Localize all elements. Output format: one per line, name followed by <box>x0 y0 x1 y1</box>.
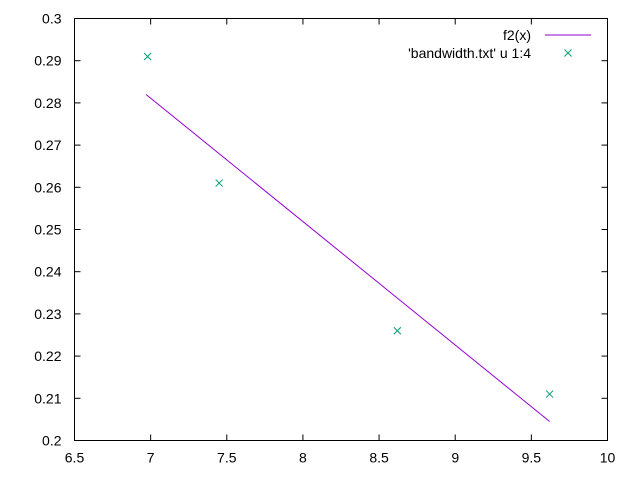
legend-marker-swatch <box>564 49 572 57</box>
plot-frame <box>74 18 608 441</box>
data-point <box>143 52 152 61</box>
legend: f2(x) 'bandwidth.txt' u 1:4 <box>408 27 591 61</box>
x-tick-label: 10 <box>600 450 616 466</box>
legend-label: 'bandwidth.txt' u 1:4 <box>408 45 531 61</box>
marker-stroke <box>215 179 224 187</box>
marker-stroke <box>143 52 152 61</box>
x-tick-label: 9 <box>451 450 459 466</box>
y-tick-label: 0.2 <box>42 433 62 449</box>
x-tick-label: 9.5 <box>522 450 542 466</box>
x-tick-labels: 6.5 7 7.5 8 8.5 9 9.5 10 <box>65 450 616 466</box>
x-tick-label: 8.5 <box>369 450 389 466</box>
y-tick-labels: 0.2 0.21 0.22 0.23 0.24 0.25 0.26 0.27 0.28 0.29 0… <box>34 11 61 449</box>
y-tick-label: 0.22 <box>34 348 61 364</box>
y-tick-label: 0.24 <box>34 264 61 280</box>
data-point <box>545 390 554 398</box>
y-tick-label: 0.26 <box>34 179 61 195</box>
y-tick-label: 0.3 <box>42 11 62 27</box>
x-tick-label: 7.5 <box>217 450 237 466</box>
y-tick-label: 0.21 <box>34 390 61 406</box>
data-point <box>393 326 402 335</box>
y-tick-label: 0.27 <box>34 137 61 153</box>
y-tick-label: 0.28 <box>34 95 61 111</box>
series-layer <box>143 52 554 422</box>
y-tick-label: 0.29 <box>34 53 61 69</box>
data-point <box>215 179 224 187</box>
f2-line <box>145 94 550 422</box>
marker-stroke <box>393 326 402 335</box>
x-tick-label: 8 <box>299 450 307 466</box>
marker-stroke <box>564 49 572 57</box>
x-tick-label: 6.5 <box>65 450 85 466</box>
x-tick-label: 7 <box>147 450 155 466</box>
legend-label: f2(x) <box>503 27 531 43</box>
marker-stroke <box>545 390 554 398</box>
y-tick-label: 0.25 <box>34 222 61 238</box>
y-tick-label: 0.23 <box>34 306 61 322</box>
